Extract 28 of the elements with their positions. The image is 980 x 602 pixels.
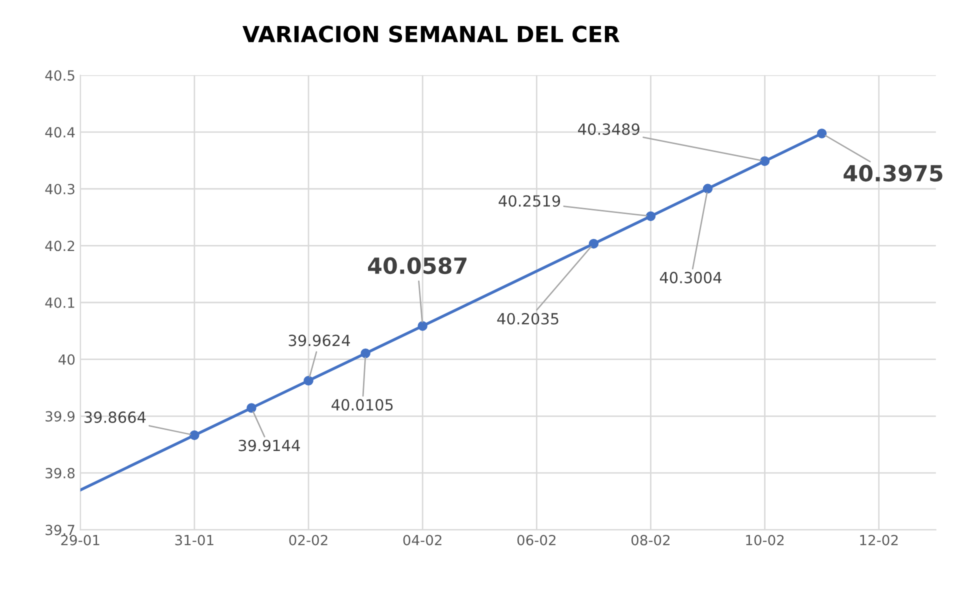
- data-label: 39.9144: [238, 440, 300, 452]
- data-label: 40.3004: [660, 272, 722, 284]
- y-tick-label: 39.7: [46, 524, 74, 536]
- y-tick-label: 40.4: [45, 127, 75, 138]
- data-label: 40.3489: [578, 123, 640, 135]
- chart-title: VARIACION SEMANAL DEL CER: [242, 26, 620, 42]
- x-tick-label: 04-02: [403, 534, 442, 546]
- x-tick-label: 02-02: [289, 534, 328, 546]
- x-tick-label: 10-02: [746, 534, 784, 546]
- y-tick-label: 39.9: [46, 411, 75, 422]
- y-tick-label: 40: [58, 354, 75, 365]
- x-tick-label: 08-02: [631, 534, 670, 546]
- x-tick-label: 31-01: [175, 534, 214, 546]
- y-tick-label: 40.1: [45, 297, 74, 308]
- data-label: 40.2035: [497, 312, 558, 325]
- x-tick-label: 12-02: [860, 534, 898, 546]
- y-tick-label: 40.3: [45, 184, 74, 194]
- data-label: 39.9624: [288, 334, 350, 346]
- data-label: 39.8664: [84, 411, 146, 423]
- data-label: 40.0105: [332, 399, 393, 411]
- data-label: 40.3975: [844, 164, 942, 182]
- x-tick-label: 29-01: [61, 534, 100, 546]
- y-tick-label: 40.2: [45, 240, 74, 252]
- data-label: 40.0587: [368, 257, 466, 274]
- y-tick-label: 39.8: [46, 468, 75, 478]
- data-label: 40.2519: [498, 195, 560, 207]
- x-tick-label: 06-02: [517, 534, 556, 546]
- y-tick-label: 40.5: [45, 70, 74, 81]
